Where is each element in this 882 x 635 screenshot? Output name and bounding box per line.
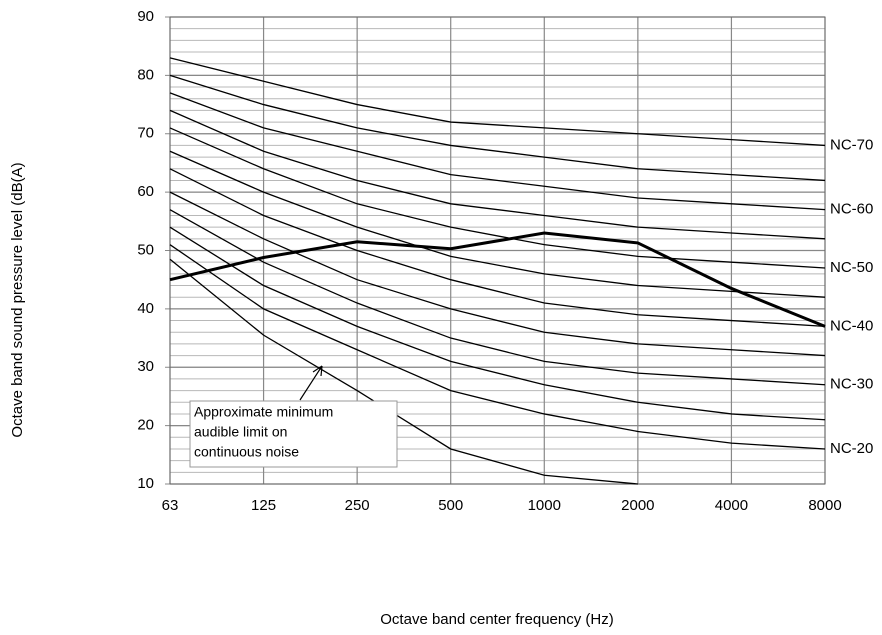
x-tick-label: 8000: [808, 497, 841, 514]
curve-label: NC-50: [830, 259, 873, 276]
nc-curve: [169, 109, 826, 240]
plot-frame: [169, 16, 826, 485]
x-tick-label: 2000: [621, 497, 654, 514]
curve-label: NC-20: [830, 440, 873, 457]
nc-curve: [169, 209, 826, 386]
y-tick-label: 80: [137, 66, 154, 83]
nc-curve: [169, 191, 826, 357]
annotation-box: [189, 400, 398, 468]
y-tick-label: 70: [137, 125, 154, 142]
y-tick-label: 60: [137, 183, 154, 200]
x-tick-label: 1000: [528, 497, 561, 514]
measured-line: [169, 231, 826, 328]
y-tick-label: 20: [137, 417, 154, 434]
x-tick-label: 250: [345, 497, 370, 514]
y-axis-label: Octave band sound pressure level (dB(A): [9, 162, 26, 437]
nc-curve: [169, 168, 826, 328]
annotation-arrow: [299, 365, 323, 401]
curve-label: NC-70: [830, 136, 873, 153]
nc-curve: [169, 57, 826, 147]
y-tick-label: 50: [137, 241, 154, 258]
y-tick-label: 30: [137, 358, 154, 375]
y-tick-label: 90: [137, 8, 154, 25]
x-axis-label: Octave band center frequency (Hz): [380, 611, 613, 628]
annotation-text: audible limit on: [194, 424, 287, 440]
nc-curve: [169, 92, 826, 211]
y-tick-label: 40: [137, 300, 154, 317]
x-tick-label: 63: [162, 497, 179, 514]
nc-curve: [169, 244, 826, 450]
nc-curve: [169, 150, 826, 298]
annotation-text: continuous noise: [194, 444, 299, 460]
curve-label: NC-40: [830, 317, 873, 334]
nc-curve: [169, 226, 826, 421]
nc-curve: [169, 258, 638, 485]
curve-label: NC-60: [830, 201, 873, 218]
x-tick-label: 4000: [715, 497, 748, 514]
x-tick-label: 125: [251, 497, 276, 514]
annotation-text: Approximate minimum: [194, 404, 333, 420]
arrow-head: [312, 365, 323, 377]
curve-label: NC-30: [830, 376, 873, 393]
nc-curve: [169, 74, 826, 182]
nc-curve: [169, 127, 826, 269]
x-tick-label: 500: [438, 497, 463, 514]
y-tick-label: 10: [137, 475, 154, 492]
